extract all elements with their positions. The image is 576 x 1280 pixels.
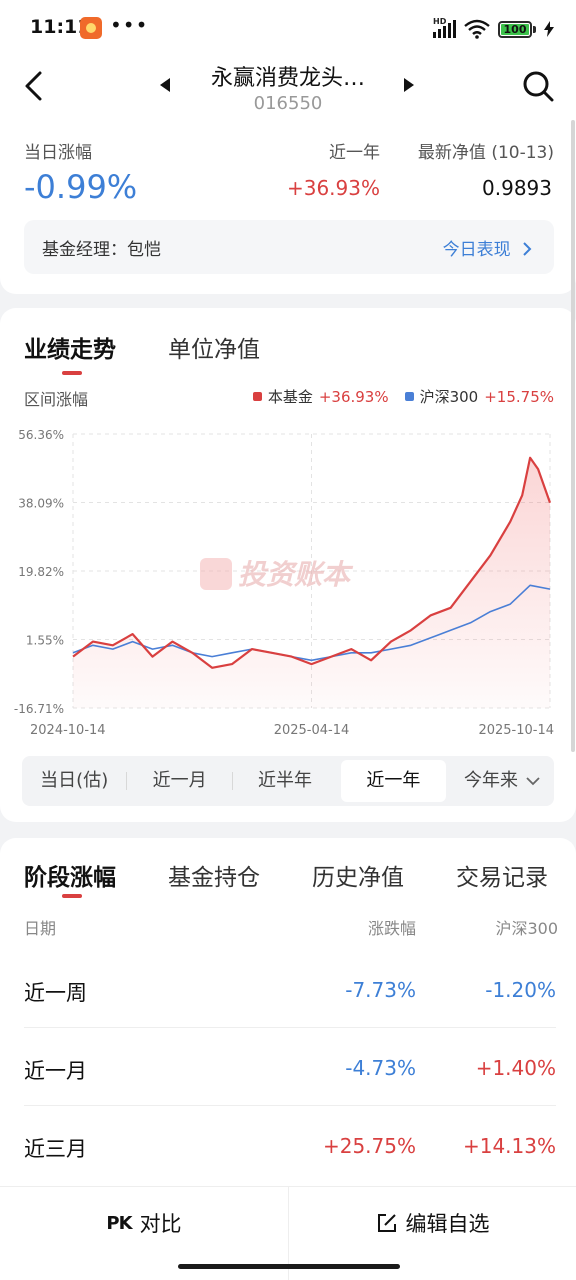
period-today-estimate[interactable]: 当日(估) bbox=[40, 770, 109, 791]
fund-area-fill bbox=[73, 457, 550, 708]
index-legend-name: 沪深300 bbox=[419, 388, 479, 406]
pk-icon: PK bbox=[106, 1212, 132, 1234]
more-notifications-icon: ••• bbox=[110, 13, 149, 37]
row-index-change: -1.20% bbox=[485, 978, 556, 1002]
battery-icon: 100 bbox=[498, 20, 536, 38]
tab-holdings[interactable]: 基金持仓 bbox=[168, 865, 260, 891]
row-index-change: +14.13% bbox=[462, 1134, 556, 1158]
y-tick-label: 56.36% bbox=[18, 428, 64, 442]
home-indicator bbox=[178, 1264, 400, 1269]
index-legend-value: +15.75% bbox=[484, 387, 554, 406]
tab-unit-nav[interactable]: 单位净值 bbox=[168, 337, 260, 363]
y-tick-label: 19.82% bbox=[18, 565, 64, 579]
column-header-change: 涨跌幅 bbox=[367, 919, 416, 938]
daily-change-label: 当日涨幅 bbox=[24, 143, 92, 163]
y-tick-label: 1.55% bbox=[26, 634, 64, 648]
row-period: 近一周 bbox=[24, 981, 87, 1005]
fund-legend-name: 本基金 bbox=[267, 388, 313, 406]
period-year-to-date-label: 今年来 bbox=[463, 770, 518, 791]
tab-transactions[interactable]: 交易记录 bbox=[456, 865, 548, 891]
period-one-year[interactable]: 近一年 bbox=[341, 760, 446, 802]
wifi-icon bbox=[464, 19, 490, 39]
compare-button[interactable]: PK 对比 bbox=[0, 1187, 288, 1259]
chevron-right-icon bbox=[523, 242, 532, 256]
status-bar: 11:11 ••• HD 100 bbox=[0, 0, 576, 56]
scrollbar[interactable] bbox=[571, 120, 575, 752]
column-header-csi300: 沪深300 bbox=[495, 919, 558, 938]
one-year-value: +36.93% bbox=[286, 176, 380, 200]
row-fund-change: -4.73% bbox=[345, 1056, 416, 1080]
row-index-change: +1.40% bbox=[475, 1056, 556, 1080]
today-performance-label: 今日表现 bbox=[442, 240, 511, 260]
y-tick-label: 38.09% bbox=[18, 497, 64, 511]
performance-chart-card: 业绩走势 单位净值 区间涨幅 本基金 +36.93% 沪深300 +15.75%… bbox=[0, 308, 576, 822]
status-icons: HD 100 bbox=[433, 17, 554, 40]
row-period: 近三月 bbox=[24, 1137, 87, 1161]
x-tick-label: 2025-10-14 bbox=[478, 723, 554, 738]
watermark: 投资账本 bbox=[200, 558, 354, 590]
table-row: 近一月 -4.73% +1.40% bbox=[24, 1028, 556, 1106]
stage-returns-card: 阶段涨幅 基金持仓 历史净值 交易记录 日期 涨跌幅 沪深300 近一周 -7.… bbox=[0, 838, 576, 1188]
one-year-label: 近一年 bbox=[329, 143, 380, 163]
period-divider bbox=[126, 772, 128, 790]
app-notification-icon bbox=[80, 17, 102, 39]
compare-label: 对比 bbox=[139, 1212, 182, 1236]
edit-icon bbox=[377, 1214, 396, 1232]
period-half-year[interactable]: 近半年 bbox=[258, 770, 313, 791]
app-header: 永赢消费龙头… 016550 bbox=[0, 56, 576, 124]
fund-code: 016550 bbox=[253, 93, 323, 114]
performance-line-chart[interactable]: 投资账本 56.36% 38.09% 19.82% 1.55% -16.71% 2024-… bbox=[0, 418, 576, 748]
charging-icon bbox=[544, 21, 554, 37]
edit-watchlist-button[interactable]: 编辑自选 bbox=[289, 1187, 576, 1259]
tab-stage-returns[interactable]: 阶段涨幅 bbox=[24, 865, 116, 891]
nav-label: 最新净值 (10-13) bbox=[417, 143, 554, 163]
period-divider bbox=[231, 772, 233, 790]
watermark-logo-icon bbox=[200, 558, 232, 590]
previous-fund-icon[interactable] bbox=[160, 78, 170, 92]
fund-legend-value: +36.93% bbox=[318, 387, 389, 406]
table-row: 近一周 -7.73% -1.20% bbox=[24, 950, 556, 1028]
active-tab-indicator bbox=[62, 371, 82, 375]
battery-level: 100 bbox=[501, 23, 529, 35]
cellular-signal-icon: HD bbox=[433, 17, 456, 38]
active-tab-indicator bbox=[62, 894, 82, 898]
tab-performance-trend[interactable]: 业绩走势 bbox=[24, 337, 116, 363]
x-tick-label: 2024-10-14 bbox=[30, 723, 106, 738]
nav-value: 0.9893 bbox=[482, 176, 552, 200]
column-header-date: 日期 bbox=[24, 919, 57, 938]
daily-change-value: -0.99% bbox=[24, 168, 138, 206]
row-fund-change: -7.73% bbox=[345, 978, 416, 1002]
today-performance-link[interactable]: 今日表现 bbox=[443, 235, 532, 260]
chevron-down-icon bbox=[526, 777, 540, 786]
tab-nav-history[interactable]: 历史净值 bbox=[312, 865, 404, 891]
fund-title: 永赢消费龙头… bbox=[210, 66, 365, 91]
range-change-label: 区间涨幅 bbox=[24, 390, 89, 409]
network-type-label: HD bbox=[433, 17, 447, 26]
chart-legend: 本基金 +36.93% 沪深300 +15.75% bbox=[252, 386, 554, 407]
fund-manager-row[interactable]: 基金经理：包恺 今日表现 bbox=[24, 220, 554, 274]
row-fund-change: +25.75% bbox=[322, 1134, 416, 1158]
next-fund-icon[interactable] bbox=[404, 78, 414, 92]
search-icon[interactable] bbox=[522, 70, 554, 102]
row-period: 近一月 bbox=[24, 1059, 87, 1083]
watermark-text: 投资账本 bbox=[238, 559, 354, 590]
status-time: 11:11 bbox=[30, 16, 91, 38]
index-legend-swatch bbox=[404, 392, 414, 401]
edit-watchlist-label: 编辑自选 bbox=[405, 1212, 490, 1236]
x-tick-label: 2025-04-14 bbox=[274, 723, 350, 738]
table-row: 近三月 +25.75% +14.13% bbox=[24, 1106, 556, 1184]
y-tick-label: -16.71% bbox=[14, 702, 64, 716]
fund-manager-label: 基金经理：包恺 bbox=[42, 240, 161, 260]
fund-legend-swatch bbox=[252, 392, 262, 401]
period-selector: 当日(估) 近一月 近半年 近一年 今年来 bbox=[22, 756, 554, 806]
back-arrow-icon[interactable] bbox=[20, 70, 48, 102]
bottom-bar-divider bbox=[288, 1187, 289, 1280]
fund-summary-card: 当日涨幅 近一年 最新净值 (10-13) -0.99% +36.93% 0.9… bbox=[0, 124, 576, 294]
period-one-month[interactable]: 近一月 bbox=[152, 770, 207, 791]
period-year-to-date[interactable]: 今年来 bbox=[450, 760, 554, 802]
